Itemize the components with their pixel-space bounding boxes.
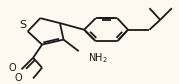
Text: O: O [9, 63, 16, 73]
Text: O: O [14, 73, 22, 83]
Text: NH$_2$: NH$_2$ [88, 51, 108, 65]
Text: S: S [20, 20, 27, 30]
